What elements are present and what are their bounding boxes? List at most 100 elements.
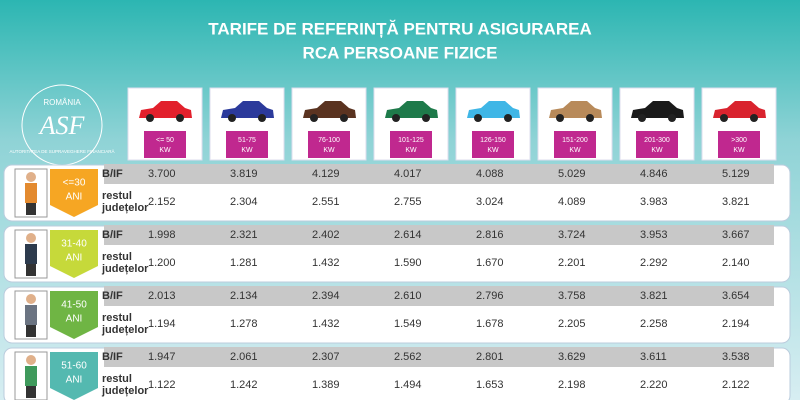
rate-value: 3.667: [722, 229, 750, 241]
wheel: [556, 114, 564, 122]
title-line: TARIFE DE REFERINȚĂ PENTRU ASIGURAREA: [208, 19, 591, 38]
rate-value: 1.653: [476, 379, 504, 391]
wheel: [586, 114, 594, 122]
wheel: [504, 114, 512, 122]
rate-value: 3.654: [722, 290, 750, 302]
person-body: [25, 305, 37, 325]
rate-value: 1.432: [312, 318, 340, 330]
kw-unit: KW: [159, 147, 171, 154]
rate-value: 2.122: [722, 379, 750, 391]
age-unit: ANI: [66, 192, 83, 203]
age-range: 51-60: [61, 361, 87, 372]
logo-country: ROMÂNIA: [43, 98, 81, 107]
kw-label-box: [144, 131, 186, 158]
kw-label-box: [308, 131, 350, 158]
rate-value: 1.998: [148, 229, 176, 241]
wheel: [474, 114, 482, 122]
row-label: restul: [102, 251, 132, 263]
car-icon: [303, 101, 356, 118]
rate-value: 3.724: [558, 229, 586, 241]
person-legs: [26, 264, 36, 276]
rate-value: 3.758: [558, 290, 586, 302]
kw-unit: KW: [569, 147, 581, 154]
rate-value: 2.198: [558, 379, 586, 391]
age-badge: [50, 230, 98, 278]
kw-unit: KW: [733, 147, 745, 154]
age-badge: [50, 291, 98, 339]
rate-value: 3.611: [640, 351, 667, 363]
rate-value: 3.819: [230, 168, 258, 180]
wheel: [720, 114, 728, 122]
rate-value: 1.947: [148, 351, 176, 363]
row-label: B/IF: [102, 229, 123, 241]
rate-value: 2.220: [640, 379, 668, 391]
age-unit: ANI: [66, 253, 83, 264]
person-body: [25, 244, 37, 264]
rate-value: 1.194: [148, 318, 176, 330]
kw-label-box: [226, 131, 268, 158]
person-head: [26, 355, 36, 365]
rate-value: 2.304: [230, 196, 258, 208]
rate-value: 2.610: [394, 290, 422, 302]
row-label: restul: [102, 373, 132, 385]
row-band: [104, 225, 774, 245]
kw-unit: KW: [405, 147, 417, 154]
wheel: [750, 114, 758, 122]
person-head: [26, 233, 36, 243]
kw-label-box: [390, 131, 432, 158]
rate-value: 1.432: [312, 257, 340, 269]
rate-value: 1.590: [394, 257, 422, 269]
rate-value: 2.321: [230, 229, 258, 241]
rate-value: 2.013: [148, 290, 176, 302]
kw-range: 101-125: [398, 137, 424, 144]
kw-unit: KW: [323, 147, 335, 154]
row-label: B/IF: [102, 168, 123, 180]
kw-range: 201-300: [644, 137, 670, 144]
row-label: B/IF: [102, 290, 123, 302]
rate-value: 5.129: [722, 168, 750, 180]
car-icon: [139, 101, 192, 118]
rate-value: 2.402: [312, 229, 340, 241]
rate-value: 3.024: [476, 196, 504, 208]
logo-name: AUTORITATEA DE SUPRAVEGHERE FINANCIARĂ: [10, 148, 115, 154]
kw-unit: KW: [241, 147, 253, 154]
rate-value: 2.801: [476, 351, 504, 363]
rate-value: 2.134: [230, 290, 258, 302]
person-body: [25, 366, 37, 386]
kw-range: 76-100: [318, 137, 340, 144]
logo-initials: ASF: [38, 111, 86, 140]
rate-value: 1.200: [148, 257, 176, 269]
rate-value: 4.129: [312, 168, 340, 180]
age-badge: [50, 352, 98, 400]
row-label: județelor: [101, 263, 149, 275]
rate-value: 1.494: [394, 379, 422, 391]
rate-value: 1.278: [230, 318, 258, 330]
rate-value: 4.088: [476, 168, 504, 180]
rate-value: 2.205: [558, 318, 586, 330]
row-label: județelor: [101, 385, 149, 397]
kw-range: 126-150: [480, 137, 506, 144]
kw-label-box: [718, 131, 760, 158]
rate-value: 1.281: [230, 257, 258, 269]
rate-value: 2.194: [722, 318, 750, 330]
rate-value: 2.258: [640, 318, 668, 330]
rate-value: 4.017: [394, 168, 422, 180]
rate-value: 2.614: [394, 229, 422, 241]
kw-range: >300: [731, 137, 747, 144]
kw-label-box: [472, 131, 514, 158]
logo: ROMÂNIA ASF AUTORITATEA DE SUPRAVEGHERE …: [10, 84, 115, 166]
car-icon: [385, 101, 438, 118]
rate-value: 2.140: [722, 257, 750, 269]
rate-value: 4.846: [640, 168, 668, 180]
rate-value: 3.538: [722, 351, 750, 363]
rate-value: 1.242: [230, 379, 258, 391]
rate-value: 2.394: [312, 290, 340, 302]
rate-value: 4.089: [558, 196, 586, 208]
person-head: [26, 172, 36, 182]
rate-value: 1.549: [394, 318, 422, 330]
wheel: [310, 114, 318, 122]
wheel: [258, 114, 266, 122]
kw-unit: KW: [651, 147, 663, 154]
rate-value: 2.551: [312, 196, 340, 208]
